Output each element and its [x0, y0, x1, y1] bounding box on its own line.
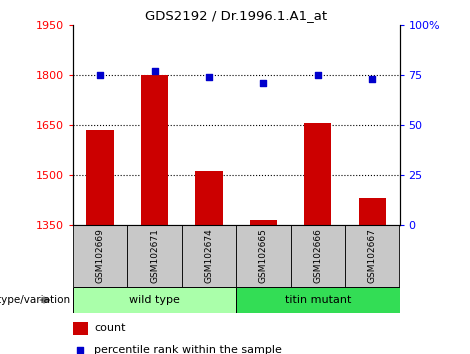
Text: wild type: wild type: [129, 295, 180, 305]
Bar: [127, 225, 182, 287]
Bar: [182, 225, 236, 287]
Bar: [345, 225, 400, 287]
Text: count: count: [94, 323, 125, 333]
Bar: [196, 171, 223, 225]
Text: percentile rank within the sample: percentile rank within the sample: [94, 345, 282, 354]
Text: GSM102671: GSM102671: [150, 228, 159, 283]
Title: GDS2192 / Dr.1996.1.A1_at: GDS2192 / Dr.1996.1.A1_at: [145, 9, 327, 22]
Point: [259, 80, 267, 86]
Text: GSM102666: GSM102666: [313, 228, 322, 283]
Bar: [141, 75, 168, 225]
Bar: [290, 225, 345, 287]
Bar: [359, 198, 386, 225]
Bar: [236, 287, 400, 313]
Point: [96, 72, 104, 78]
Point: [205, 74, 213, 80]
Bar: [73, 225, 127, 287]
Bar: [73, 322, 87, 335]
Point: [76, 347, 84, 353]
Bar: [304, 123, 331, 225]
Point: [314, 72, 321, 78]
Bar: [236, 225, 290, 287]
Point: [151, 68, 158, 74]
Bar: [86, 130, 114, 225]
Bar: [250, 220, 277, 225]
Text: GSM102669: GSM102669: [95, 228, 104, 283]
Text: titin mutant: titin mutant: [285, 295, 351, 305]
Text: GSM102674: GSM102674: [204, 228, 213, 283]
Point: [368, 76, 376, 82]
Text: genotype/variation: genotype/variation: [0, 295, 70, 305]
Text: GSM102667: GSM102667: [368, 228, 377, 283]
Bar: [73, 287, 236, 313]
Text: GSM102665: GSM102665: [259, 228, 268, 283]
